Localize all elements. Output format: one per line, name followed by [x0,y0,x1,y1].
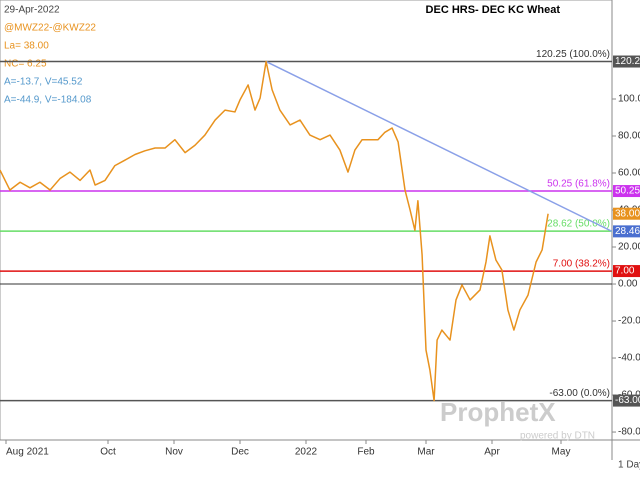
price-box [613,55,640,68]
symbol: @MWZ22-@KWZ22 [4,23,96,34]
x-tick-label: May [552,447,571,458]
date: 29-Apr-2022 [4,5,60,16]
y-tick-label: 0.00 [618,279,638,290]
x-tick-label: Nov [165,447,183,458]
x-tick-label: Mar [417,447,435,458]
price-box-label: 38.00 [615,208,640,219]
y-tick-label: 60.00 [618,168,640,179]
watermark-sub: powered by DTN [520,431,595,442]
chart-title: DEC HRS- DEC KC Wheat [426,4,561,16]
info: A=-44.9, V=-184.08 [4,95,92,106]
fib-label: 120.25 (100.0%) [536,49,610,60]
price-box-label: -63.00 [615,395,640,406]
price-box [613,225,640,238]
price-box [613,265,640,278]
price-box [613,185,640,198]
price-box-label: 7.00 [615,266,635,277]
x-tick-label: 2022 [295,447,318,458]
fib-label: 50.25 (61.8%) [547,179,610,190]
info: A=-13.7, V=45.52 [4,77,83,88]
x-tick-label: Apr [484,447,500,458]
y-tick-label: 20.00 [618,242,640,253]
fib-label: 28.62 (50.0%) [547,219,610,230]
price-box [613,207,640,220]
x-tick-label: Feb [357,447,375,458]
x-tick-label: Dec [231,447,249,458]
trendline [265,60,613,233]
fib-label: 7.00 (38.2%) [553,259,610,270]
y-tick-label: -20.00 [618,316,640,327]
y-tick-label: -40.00 [618,353,640,364]
interval: 1 Day [618,460,640,471]
y-tick-label: -80.00 [618,427,640,438]
x-tick-label: Oct [100,447,116,458]
price-box-label: 120.25 [615,56,640,67]
info: NC= 6.25 [4,59,47,70]
price-box-label: 50.25 [615,186,640,197]
price-box-label: 28.46 [615,226,640,237]
fib-label: -63.00 (0.0%) [549,388,610,399]
y-tick-label: 80.00 [618,131,640,142]
price-line [0,60,549,402]
y-tick-label: 100.00 [618,94,640,105]
x-tick-label: Aug 2021 [6,447,49,458]
info: La= 38.00 [4,41,49,52]
price-box [613,394,640,407]
watermark: ProphetX [440,397,556,427]
plot-area [0,0,613,441]
